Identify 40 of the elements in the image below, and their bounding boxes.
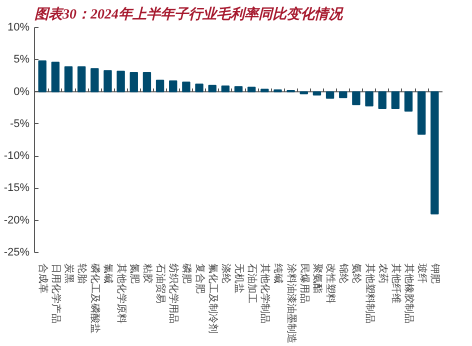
x-tick-label: 氨纶 [350,264,363,284]
y-tick-label: 5% [14,54,30,66]
x-tick-label: 日用化学产品 [50,264,62,324]
chart-title: 图表30：2024年上半年子行业毛利率同比变化情况 [34,6,344,22]
x-tick-label: 纯碱 [272,264,284,284]
x-tick-label: 钾肥 [429,262,440,284]
x-tick-label: 氟化工及制冷剂 [206,264,219,334]
x-tick-label: 其他橡胶制品 [403,264,415,324]
x-tick-label: 炭黑 [63,264,75,284]
x-tick-label: 磷肥 [180,262,193,284]
x-tick-label: 复合肥 [194,264,206,294]
x-tick-label: 民爆用品 [298,264,310,304]
x-tick-label: 其他化学原料 [115,264,128,324]
x-tick-label: 涤纶 [220,264,232,284]
x-tick-label: 锦纶 [338,262,350,284]
x-tick-label: 合成革 [36,264,49,294]
x-tick-label: 氯碱 [102,264,114,284]
y-tick-label: -5% [10,118,30,130]
x-tick-label: 石油贸易 [154,264,167,304]
x-tick-label: 其他化学制品 [259,264,272,324]
y-tick-label: 10% [7,22,30,34]
x-tick-label: 其他塑料制品 [364,264,376,324]
y-tick-label: -25% [4,246,30,258]
x-tick-label: 轮胎 [76,264,88,284]
y-tick-label: -10% [4,150,30,162]
x-tick-label: 磷化工及磷酸盐 [89,262,102,334]
y-tick-label: 0% [14,86,30,98]
x-tick-label: 玻纤 [416,264,428,284]
x-tick-label: 氮肥 [128,264,140,284]
x-tick-label: 涂料油漆油墨制造 [285,264,298,344]
y-tick-label: -15% [4,182,30,194]
x-tick-label: 农药 [376,264,389,284]
x-tick-label: 其他纤维 [390,264,402,304]
x-tick-label: 粘胶 [141,264,154,284]
x-tick-label: 纺织化学用品 [168,264,180,324]
y-tick-label: -20% [4,214,30,226]
x-tick-label: 改性塑料 [324,264,337,304]
x-tick-label: 无机盐 [233,264,245,294]
x-tick-label: 石油加工 [246,264,258,304]
x-tick-label: 聚氨酯 [311,264,324,294]
